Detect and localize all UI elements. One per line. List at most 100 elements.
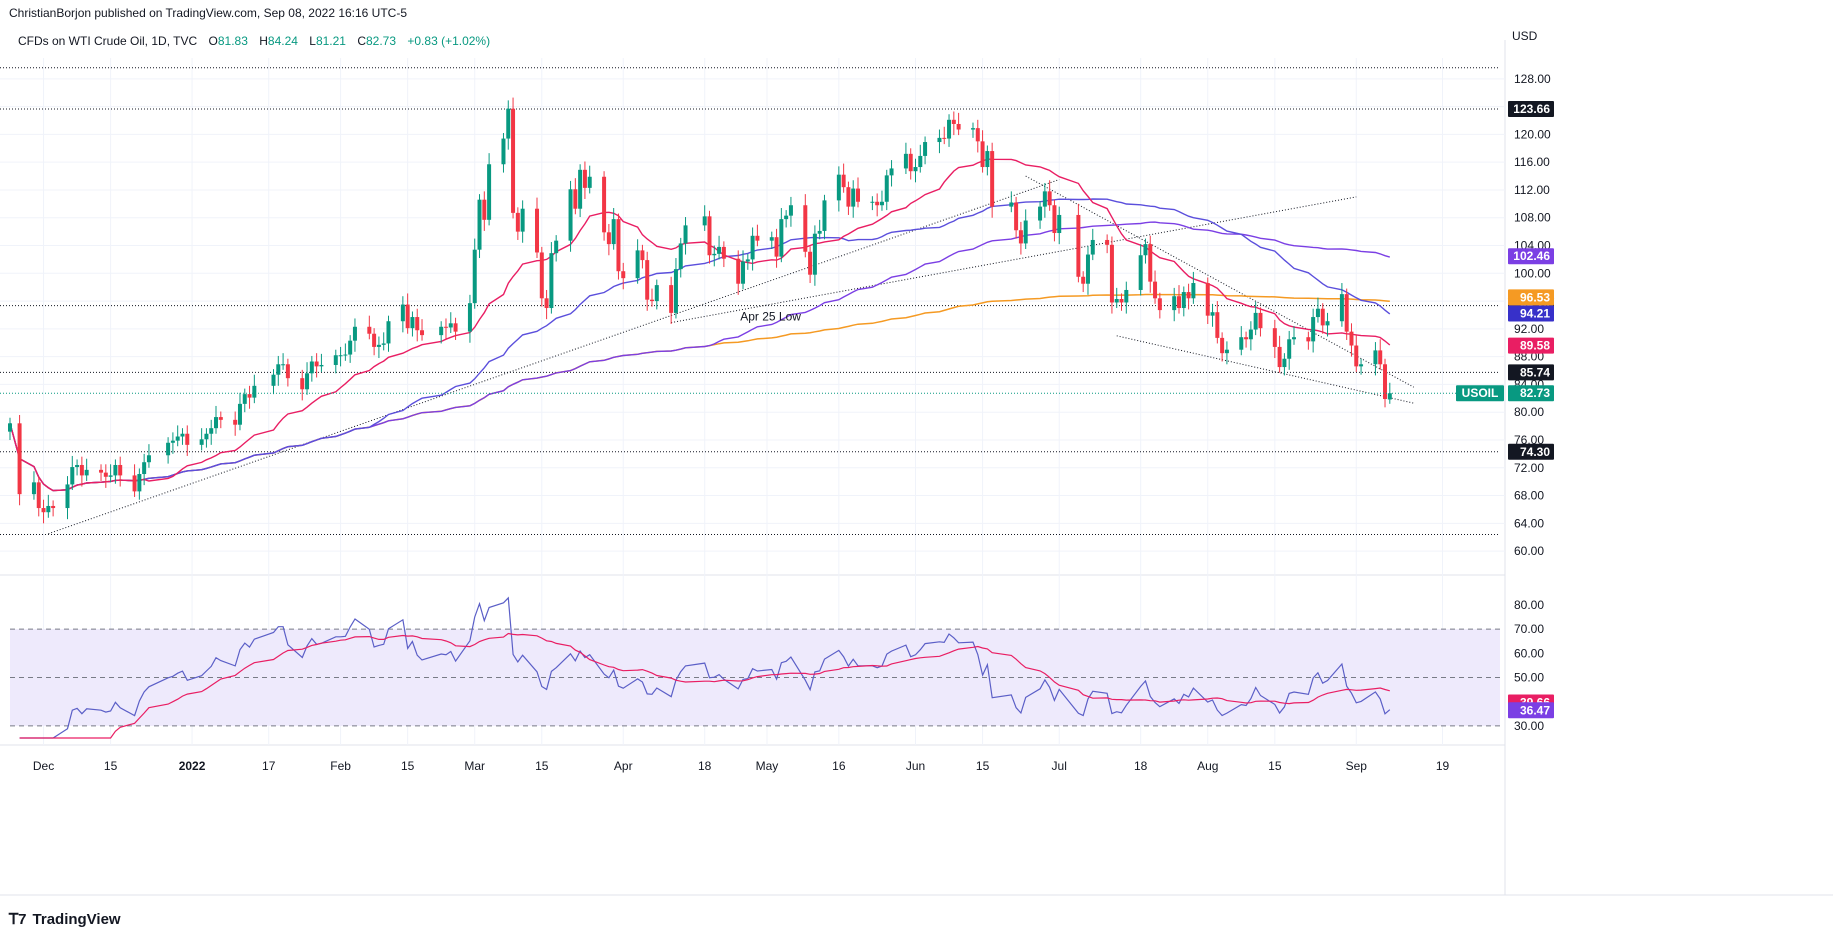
candle-body <box>1315 308 1320 318</box>
candle-body <box>851 188 856 207</box>
candle-body <box>817 230 822 234</box>
candle-body <box>99 469 104 473</box>
level-price-label-bg <box>1508 100 1554 117</box>
candle-body <box>1038 206 1043 221</box>
candle-body <box>1311 317 1316 342</box>
candle-body <box>889 168 894 176</box>
candle-body <box>376 344 381 347</box>
candle-body <box>645 260 650 300</box>
candle-body <box>1191 283 1196 299</box>
candle-body <box>683 225 688 244</box>
candle-body <box>582 169 587 188</box>
candle-body <box>1383 364 1388 400</box>
candle-body <box>875 201 880 206</box>
candle-body <box>1378 350 1383 365</box>
time-tick-label: 15 <box>1268 759 1282 773</box>
candle-body <box>348 340 353 355</box>
candle-body <box>707 216 712 256</box>
candle-body <box>443 326 448 328</box>
price-tick-label: 80.00 <box>1514 405 1544 419</box>
candle-body <box>606 232 611 245</box>
ma-price-label-bg <box>1508 289 1554 306</box>
candle-body <box>79 464 84 476</box>
price-tick-label: 60.00 <box>1514 544 1544 558</box>
candle-body <box>1282 358 1287 368</box>
candle-body <box>1172 296 1177 311</box>
price-tick-label: 120.00 <box>1514 127 1551 141</box>
candle-body <box>31 482 36 495</box>
candle-body <box>1239 337 1244 350</box>
level-price-label: 123.66 <box>1513 102 1550 116</box>
candle-body <box>170 440 175 443</box>
candle-body <box>482 199 487 220</box>
candle-body <box>884 175 889 202</box>
candle-body <box>1014 202 1019 231</box>
candle-body <box>1272 328 1277 347</box>
time-tick-label: 19 <box>1436 759 1450 773</box>
candle-body <box>309 361 314 374</box>
price-tick-label: 128.00 <box>1514 72 1551 86</box>
candle-body <box>1181 292 1186 309</box>
candle-body <box>1287 339 1292 359</box>
ma-price-label-bg <box>1508 337 1554 354</box>
candle-body <box>951 119 956 124</box>
candle-body <box>1114 298 1119 303</box>
candle-body <box>1244 337 1249 340</box>
candle-body <box>1291 337 1296 340</box>
candle-body <box>1339 294 1344 322</box>
time-tick-label: Sep <box>1346 759 1368 773</box>
rsi-value-label: 36.47 <box>1520 703 1550 717</box>
candle-body <box>51 505 56 509</box>
candle-body <box>846 187 851 207</box>
candle-body <box>237 403 242 425</box>
candle-body <box>673 269 678 313</box>
candle-body <box>980 141 985 168</box>
candle-body <box>712 253 717 256</box>
tradingview-logo[interactable]: ꓔ7 TradingView <box>9 910 121 929</box>
candle-body <box>214 417 219 429</box>
candle-body <box>573 189 578 209</box>
candle-body <box>252 385 257 398</box>
candle-body <box>180 433 185 437</box>
candle-body <box>942 137 947 139</box>
candle-body <box>1210 312 1215 316</box>
price-tick-label: 76.00 <box>1514 433 1544 447</box>
rsi-value-label-bg <box>1508 702 1554 719</box>
candle-body <box>84 469 89 476</box>
candle-body <box>285 364 290 379</box>
symbol-name: CFDs on WTI Crude Oil, 1D, TVC <box>18 34 198 48</box>
candle-body <box>1109 244 1114 303</box>
candle-body <box>381 343 386 345</box>
candle-body <box>750 235 755 260</box>
apr-25-low-annotation: Apr 25 Low <box>740 310 801 324</box>
candle-body <box>539 252 544 299</box>
candle-body <box>808 251 813 275</box>
candle-body <box>209 428 214 434</box>
time-tick-label: 15 <box>104 759 118 773</box>
candle-body <box>841 174 846 188</box>
candle-body <box>635 250 640 279</box>
candle-body <box>420 330 425 336</box>
candle-body <box>1248 329 1253 340</box>
candle-body <box>1320 308 1325 326</box>
candle-body <box>352 326 357 341</box>
candle-body <box>1387 393 1392 400</box>
time-tick-label: 16 <box>832 759 846 773</box>
candle-body <box>554 240 559 254</box>
candle-body <box>46 505 51 513</box>
candle-body <box>1153 281 1158 299</box>
candle-body <box>678 243 683 270</box>
ma-price-label: 96.53 <box>1520 290 1550 304</box>
candle-body <box>1018 230 1023 244</box>
candle-body <box>1052 205 1057 234</box>
open-value: 81.83 <box>217 34 248 48</box>
tradingview-logo-icon: ꓔ7 <box>9 911 27 928</box>
candle-body <box>439 326 444 336</box>
candle-body <box>975 128 980 142</box>
candle-body <box>870 201 875 203</box>
candle-body <box>448 323 453 328</box>
candle-body <box>271 374 276 386</box>
candle-body <box>1148 244 1153 282</box>
time-tick-label: 18 <box>698 759 712 773</box>
